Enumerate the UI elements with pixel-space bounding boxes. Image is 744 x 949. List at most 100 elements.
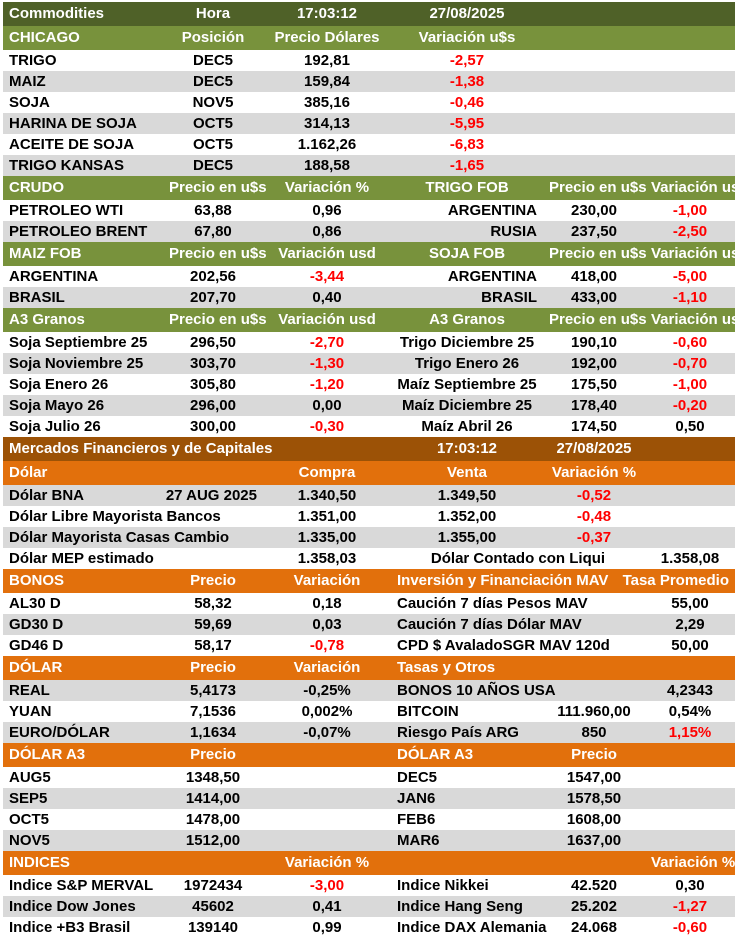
header-cell: Tasas y Otros xyxy=(391,656,735,680)
value-cell: -0,37 xyxy=(543,527,645,548)
value-cell: 1414,00 xyxy=(163,788,263,809)
date-label: 27 AUG 2025 xyxy=(165,487,257,504)
row-label: TRIGO xyxy=(9,52,57,69)
value-cell: NOV5 xyxy=(192,94,234,111)
value-cell: -0,60 xyxy=(672,919,708,936)
value-cell: 1578,50 xyxy=(543,788,645,809)
row-label: Indice Hang Seng xyxy=(391,896,543,917)
value-cell: 4,2343 xyxy=(645,680,735,701)
header-cell: BONOS xyxy=(3,569,163,593)
header-cell: Precio en u$s xyxy=(543,308,647,332)
header-cell: Tasa Promedio xyxy=(543,569,735,593)
value-cell: 1512,00 xyxy=(163,830,263,851)
row-label: GD46 D xyxy=(9,637,64,654)
value-cell: 1.340,50 xyxy=(263,485,391,506)
value-cell: 1,15% xyxy=(645,722,735,743)
row-label: BRASIL xyxy=(391,287,543,308)
spacer-cell xyxy=(163,851,263,875)
value-cell: -0,07% xyxy=(263,722,391,743)
dolar-tasas-header-row: DÓLAR Precio Variación Tasas y Otros xyxy=(3,656,735,680)
value-cell: Maíz Abril 26 xyxy=(421,418,513,435)
bonos-mav-row: AL30 D 58,32 0,18 Caución 7 días Pesos MAV 5… xyxy=(3,593,735,614)
value-cell: 385,16 xyxy=(304,94,350,111)
value-cell: 0,18 xyxy=(312,595,342,612)
value-cell: 159,84 xyxy=(263,71,391,92)
value-cell: 1478,00 xyxy=(185,811,241,828)
row-label: Indice +B3 Brasil xyxy=(9,919,131,936)
header-cell: CRUDO xyxy=(3,176,163,200)
header-cell: Mercados Financieros y de Capitales xyxy=(3,437,272,461)
value-cell: OCT5 xyxy=(163,113,263,134)
financial-board: Commodities Hora 17:03:12 27/08/2025 CHICAGO… xyxy=(3,2,744,938)
value-cell: 59,69 xyxy=(163,614,263,635)
header-cell: Precio en u$s xyxy=(543,242,647,266)
row-label: YUAN xyxy=(9,703,52,720)
row-label: RUSIA xyxy=(391,221,543,242)
value-cell: 296,50 xyxy=(190,334,236,351)
header-cell: Precio en u$s xyxy=(163,242,267,266)
value-cell: 1348,50 xyxy=(185,769,241,786)
value-cell: 1547,00 xyxy=(566,769,622,786)
indices-row: Indice Dow Jones 45602 0,41 Indice Hang Sen… xyxy=(3,896,735,917)
row-label: Dólar MEP estimado xyxy=(9,550,154,567)
chicago-row: TRIGO KANSAS DEC5 188,58 -1,65 xyxy=(3,155,735,176)
row-label: ACEITE DE SOJA xyxy=(9,136,135,153)
value-cell: 0,41 xyxy=(263,896,391,917)
value-cell: Maíz Septiembre 25 xyxy=(397,376,537,393)
value-cell: -0,78 xyxy=(309,637,345,654)
value-cell: 237,50 xyxy=(543,221,645,242)
a3-granos-row: Soja Enero 26 305,80 -1,20 Maíz Septiembre … xyxy=(3,374,735,395)
value-cell: 1637,00 xyxy=(543,830,645,851)
header-cell: Variación % xyxy=(543,461,645,485)
row-label: Soja Julio 26 xyxy=(9,418,101,435)
crudo-trigo-fob-row: PETROLEO WTI 63,88 0,96 ARGENTINA 230,00 -1,0… xyxy=(3,200,735,221)
dolar-tasas-row: REAL 5,4173 -0,25% BONOS 10 AÑOS USA 4,2343 xyxy=(3,680,735,701)
value-cell: 63,88 xyxy=(194,202,232,219)
header-cell: 27/08/2025 xyxy=(543,437,645,461)
spacer-cell xyxy=(645,527,735,548)
spacer-cell xyxy=(645,437,735,461)
value-cell: 0,30 xyxy=(675,877,705,894)
row-label: BONOS 10 AÑOS USA xyxy=(391,680,645,701)
row-label: OCT5 xyxy=(9,811,50,828)
value-cell: 0,54% xyxy=(668,703,712,720)
value-cell: -1,10 xyxy=(645,287,735,308)
row-label: MAIZ xyxy=(3,71,163,92)
row-label: Indice Nikkei xyxy=(397,877,489,894)
value-cell: -1,00 xyxy=(672,376,708,393)
value-cell: 1.358,03 xyxy=(297,550,357,567)
row-label: AL30 D xyxy=(9,595,61,612)
row-label: GD30 D xyxy=(3,614,163,635)
spacer-cell xyxy=(391,851,645,875)
value-cell: Trigo Enero 26 xyxy=(391,353,543,374)
row-label: Caución 7 días Dólar MAV xyxy=(391,614,645,635)
header-cell: Variación usd xyxy=(263,242,391,266)
header-cell: Variación xyxy=(263,656,391,680)
dolar-a3-row: AUG5 1348,50 DEC5 1547,00 xyxy=(3,767,735,788)
value-cell: 1.349,50 xyxy=(391,485,543,506)
header-cell: Inversión y Financiación MAV xyxy=(391,569,608,593)
row-label: DEC5 xyxy=(397,769,438,786)
header-cell: Compra xyxy=(263,461,391,485)
value-cell: 24.068 xyxy=(571,919,617,936)
bonos-mav-row: GD30 D 59,69 0,03 Caución 7 días Dólar MAV 2… xyxy=(3,614,735,635)
row-label: BRASIL xyxy=(3,287,163,308)
header-cell: DÓLAR xyxy=(3,656,163,680)
header-cell: 17:03:12 xyxy=(263,2,391,26)
row-label: Dólar BNA xyxy=(9,487,85,504)
row-label: CPD $ AvaladoSGR MAV 120d xyxy=(397,637,610,654)
header-cell: Commodities xyxy=(3,2,163,26)
indices-row: Indice +B3 Brasil 139140 0,99 Indice DAX Al… xyxy=(3,917,735,938)
crudo-trigo-fob-header-row: CRUDO Precio en u$s Variación % TRIGO FOB Pr… xyxy=(3,176,744,200)
value-cell: -1,20 xyxy=(309,376,345,393)
dolar-row: Dólar Libre Mayorista Bancos 1.351,00 1.35… xyxy=(3,506,735,527)
header-cell: Precio xyxy=(543,743,645,767)
value-cell: 300,00 xyxy=(190,418,236,435)
spacer-cell xyxy=(645,788,735,809)
header-cell: Variación % xyxy=(263,176,391,200)
header-cell: A3 Granos xyxy=(391,308,543,332)
spacer-cell xyxy=(543,92,735,113)
value-cell: 0,96 xyxy=(312,202,342,219)
value-cell: 1.351,00 xyxy=(297,508,357,525)
dolar-a3-row: NOV5 1512,00 MAR6 1637,00 xyxy=(3,830,735,851)
